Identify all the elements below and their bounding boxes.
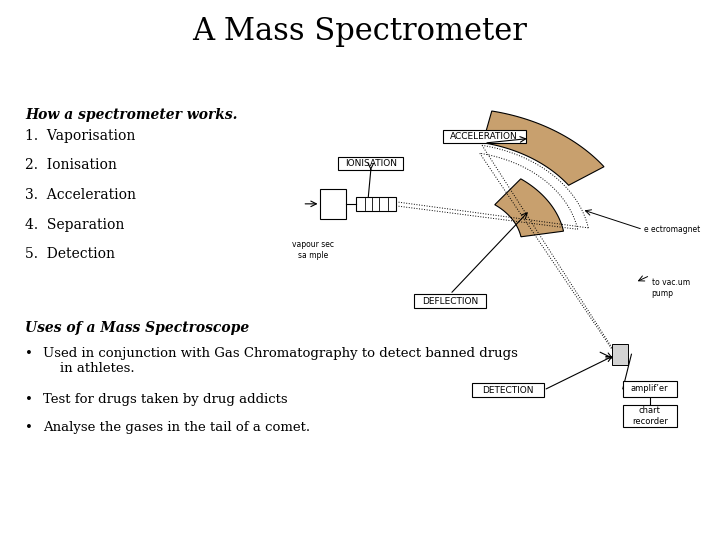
Text: 5.  Detection: 5. Detection (25, 247, 115, 261)
Text: •: • (25, 393, 33, 406)
Text: DEFLECTION: DEFLECTION (422, 296, 478, 306)
FancyBboxPatch shape (414, 294, 486, 308)
Text: A Mass Spectrometer: A Mass Spectrometer (192, 16, 528, 47)
Text: How a spectrometer works.: How a spectrometer works. (25, 108, 238, 122)
Bar (320, 189, 346, 219)
Text: to vac.um
pump: to vac.um pump (652, 278, 690, 298)
Text: chart
recorder: chart recorder (632, 406, 667, 426)
FancyBboxPatch shape (443, 130, 526, 143)
Text: e ectromagnet: e ectromagnet (644, 225, 701, 234)
Text: IONISATION: IONISATION (345, 159, 397, 168)
FancyBboxPatch shape (338, 157, 403, 170)
Text: 4.  Separation: 4. Separation (25, 218, 125, 232)
Text: 1.  Vaporisation: 1. Vaporisation (25, 129, 135, 143)
Bar (612, 344, 628, 365)
Polygon shape (495, 179, 564, 237)
Text: •: • (25, 421, 33, 434)
Text: 2.  Ionisation: 2. Ionisation (25, 158, 117, 172)
Text: •: • (25, 347, 33, 360)
FancyBboxPatch shape (623, 381, 677, 397)
Polygon shape (483, 111, 604, 185)
Text: amplif’er: amplif’er (631, 384, 669, 393)
Text: Used in conjunction with Gas Chromatography to detect banned drugs
    in athlet: Used in conjunction with Gas Chromatogra… (43, 347, 518, 375)
Text: Uses of a Mass Spectroscope: Uses of a Mass Spectroscope (25, 321, 249, 335)
Text: 3.  Acceleration: 3. Acceleration (25, 188, 136, 202)
FancyBboxPatch shape (623, 405, 677, 427)
FancyBboxPatch shape (472, 383, 544, 397)
Text: DETECTION: DETECTION (482, 386, 534, 395)
Text: ACCELERATION: ACCELERATION (450, 132, 518, 141)
Text: Analyse the gases in the tail of a comet.: Analyse the gases in the tail of a comet… (43, 421, 310, 434)
Bar (356, 197, 396, 211)
Text: Test for drugs taken by drug addicts: Test for drugs taken by drug addicts (43, 393, 288, 406)
Text: vapour sec
sa mple: vapour sec sa mple (292, 240, 334, 260)
